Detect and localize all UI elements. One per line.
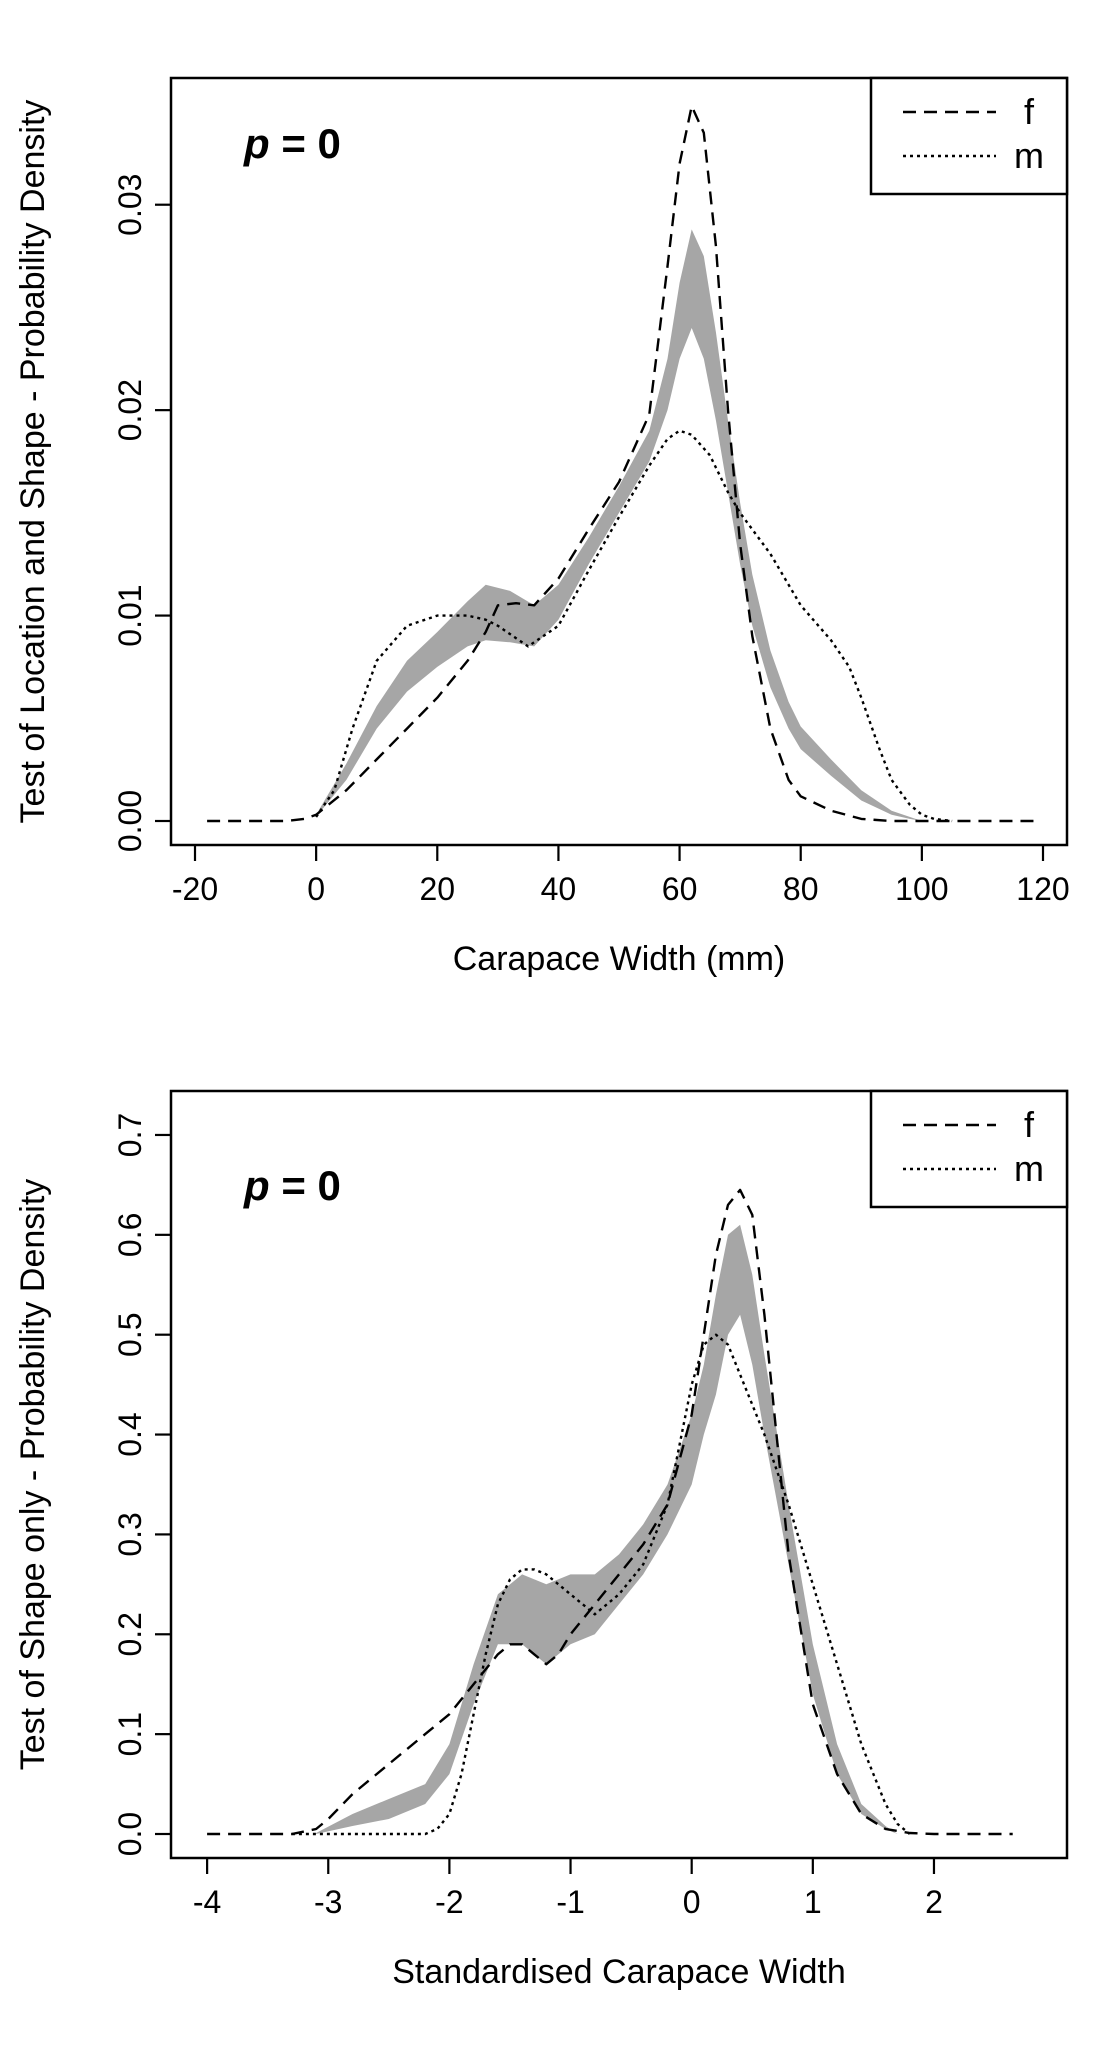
- x-axis-title: Standardised Carapace Width: [392, 1953, 846, 1991]
- top-chart-panel: -20 0 20 40 60 80 100 120 0.00 0.01 0.02 0.03 Carapa…: [14, 76, 1070, 978]
- y-tick-label: 0.2: [112, 1612, 148, 1656]
- x-tick-label: 0: [683, 1884, 701, 1920]
- y-tick-label: 0.3: [112, 1512, 148, 1556]
- y-tick-label: 0.7: [112, 1113, 148, 1157]
- x-tick-label: 0: [307, 871, 325, 907]
- y-tick-label: 0.4: [112, 1412, 148, 1456]
- legend-label-f: f: [1024, 1104, 1035, 1145]
- y-tick-label: 0.0: [112, 1812, 148, 1856]
- bottom-chart-panel: -4 -3 -2 -1 0 1 2 0.0 0.1 0.2 0.3 0.4 0.5 0.6 0.7 Stand…: [14, 1089, 1069, 1991]
- legend-box: [869, 76, 1069, 196]
- plot-frame: [169, 1089, 1069, 1860]
- x-tick-label: 60: [662, 871, 698, 907]
- x-tick-label: -3: [314, 1884, 342, 1920]
- x-tick-label: 40: [541, 871, 577, 907]
- y-tick-label: 0.6: [112, 1213, 148, 1257]
- y-tick-label: 0.02: [112, 379, 148, 441]
- y-axis-title: Test of Location and Shape - Probability…: [14, 100, 52, 824]
- legend: fm: [869, 1089, 1069, 1209]
- x-tick-label: -1: [556, 1884, 584, 1920]
- p-value-annotation: p = 0: [243, 120, 341, 167]
- x-tick-label: -20: [172, 871, 218, 907]
- legend-label-m: m: [1014, 135, 1044, 176]
- legend: fm: [869, 76, 1069, 196]
- p-value-annotation: p = 0: [243, 1162, 341, 1209]
- legend-label-m: m: [1014, 1148, 1044, 1189]
- x-tick-label: 1: [804, 1884, 822, 1920]
- x-tick-label: -4: [193, 1884, 221, 1920]
- y-tick-label: 0.01: [112, 584, 148, 646]
- y-tick-label: 0.00: [112, 790, 148, 852]
- y-axis-title: Test of Shape only - Probability Density: [14, 1179, 52, 1771]
- x-tick-label: 2: [925, 1884, 943, 1920]
- series-line-m: [315, 429, 953, 823]
- x-axis-title: Carapace Width (mm): [453, 940, 786, 978]
- legend-label-f: f: [1024, 91, 1035, 132]
- x-tick-label: -2: [435, 1884, 463, 1920]
- y-tick-label: 0.1: [112, 1712, 148, 1756]
- confidence-band: [316, 229, 922, 821]
- x-tick-label: 100: [895, 871, 948, 907]
- y-tick-label: 0.5: [112, 1312, 148, 1356]
- confidence-band: [316, 1224, 898, 1834]
- x-tick-label: 20: [419, 871, 455, 907]
- y-tick-label: 0.03: [112, 174, 148, 236]
- plot-frame: [169, 76, 1069, 847]
- legend-box: [869, 1089, 1069, 1209]
- series-line-f: [207, 104, 1037, 823]
- x-tick-label: 80: [783, 871, 819, 907]
- x-tick-label: 120: [1016, 871, 1069, 907]
- series-line-f: [207, 1188, 1013, 1836]
